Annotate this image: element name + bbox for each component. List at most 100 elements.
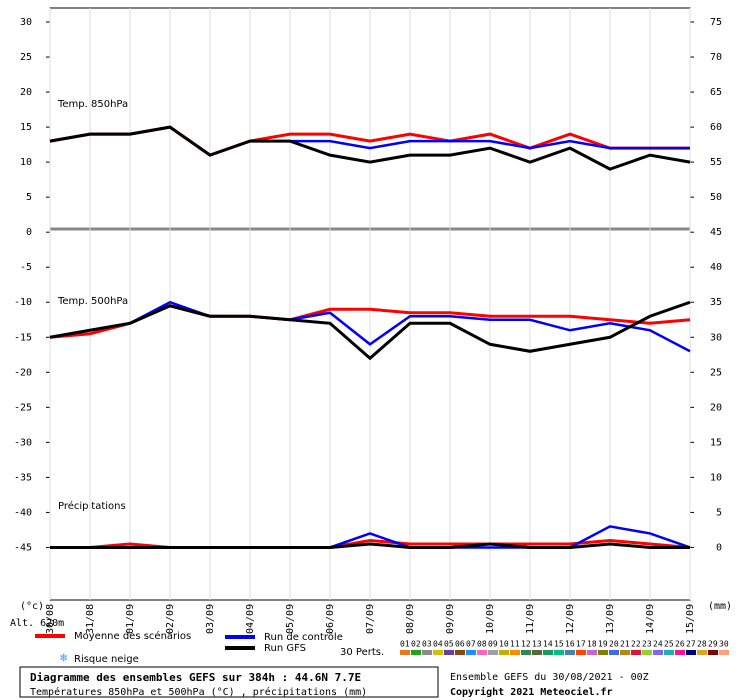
x-tick-label: 09/09 [445, 604, 456, 634]
y-tick-label: -25 [14, 402, 32, 413]
y2-tick-label: 75 [710, 17, 722, 28]
pert-label: 17 [576, 640, 586, 649]
legend-label: Moyenne des scénarios [74, 630, 191, 642]
pert-label: 05 [444, 640, 454, 649]
pert-swatch [642, 650, 652, 655]
y2-tick-label: 60 [710, 122, 722, 133]
pert-swatch [620, 650, 630, 655]
y-tick-label: -35 [14, 472, 32, 483]
y-tick-label: 25 [20, 52, 32, 63]
series-line [49, 300, 691, 361]
pert-swatch [554, 650, 564, 655]
pert-label: 19 [598, 640, 608, 649]
y-tick-label: -45 [14, 542, 32, 553]
pert-swatch [653, 650, 663, 655]
pert-label: 21 [620, 640, 630, 649]
panel-label: Précipitations [58, 500, 126, 512]
pert-swatch [598, 650, 608, 655]
pert-swatch [488, 650, 498, 655]
series-line [49, 125, 691, 171]
y-tick-label: -20 [14, 367, 32, 378]
footer-subtitle: Températures 850hPa et 500hPa (°C) , pré… [30, 686, 367, 698]
x-tick-label: 07/09 [365, 604, 376, 634]
pert-swatch [411, 650, 421, 655]
y-tick-label: -30 [14, 437, 32, 448]
pert-label: 22 [631, 640, 641, 649]
pert-swatch [444, 650, 454, 655]
pert-label: 08 [477, 640, 487, 649]
pert-swatch [466, 650, 476, 655]
y-tick-label: -40 [14, 507, 32, 518]
y2-tick-label: 70 [710, 52, 722, 63]
pert-label: 16 [565, 640, 575, 649]
pert-label: 09 [488, 640, 498, 649]
pert-label: 20 [609, 640, 619, 649]
x-tick-label: 30/08 [45, 604, 56, 634]
x-tick-label: 03/09 [205, 604, 216, 634]
legend-label: 30 Perts. [340, 647, 384, 658]
x-tick-label: 11/09 [525, 604, 536, 634]
y-tick-label: 15 [20, 122, 32, 133]
pert-label: 01 [400, 640, 410, 649]
pert-swatch [664, 650, 674, 655]
pert-label: 11 [510, 640, 520, 649]
pert-swatch [499, 650, 509, 655]
series-line [49, 300, 691, 353]
y-tick-label: 10 [20, 157, 32, 168]
altitude: Alt. 620m [10, 618, 64, 629]
footer-box [19, 666, 439, 698]
pert-swatch [576, 650, 586, 655]
pert-swatch [675, 650, 685, 655]
y2-tick-label: 10 [710, 472, 722, 483]
x-tick-label: 15/09 [685, 604, 696, 634]
x-tick-label: 12/09 [565, 604, 576, 634]
pert-swatch [631, 650, 641, 655]
pert-swatch [433, 650, 443, 655]
x-tick-label: 04/09 [245, 604, 256, 634]
pert-label: 12 [521, 640, 531, 649]
y2-tick-label: 35 [710, 297, 722, 308]
pert-label: 15 [554, 640, 564, 649]
pert-label: 03 [422, 640, 432, 649]
y2-tick-label: 15 [710, 437, 722, 448]
y-tick-label: 20 [20, 87, 32, 98]
panel-label: Temp. 850hPa [57, 99, 128, 110]
y2-tick-label: 45 [710, 227, 722, 238]
y2-tick-label: 5 [716, 507, 722, 518]
pert-label: 26 [675, 640, 685, 649]
x-tick-label: 02/09 [165, 604, 176, 634]
x-tick-label: 13/09 [605, 604, 616, 634]
footer-copyright: Copyright 2021 Meteociel.fr [450, 686, 613, 698]
y2-tick-label: 65 [710, 87, 722, 98]
pert-swatch [422, 650, 432, 655]
x-tick-label: 05/09 [285, 604, 296, 634]
pert-swatch [400, 650, 410, 655]
y2-tick-label: 25 [710, 367, 722, 378]
x-tick-label: 14/09 [645, 604, 656, 634]
y-tick-label: -15 [14, 332, 32, 343]
pert-swatch [686, 650, 696, 655]
pert-swatch [565, 650, 575, 655]
axis-unit: (°c) [20, 601, 44, 612]
pert-label: 28 [697, 640, 707, 649]
pert-label: 10 [499, 640, 509, 649]
pert-swatch [532, 650, 542, 655]
x-tick-label: 10/09 [485, 604, 496, 634]
pert-label: 27 [686, 640, 696, 649]
pert-swatch [477, 650, 487, 655]
pert-label: 13 [532, 640, 542, 649]
pert-label: 24 [653, 640, 663, 649]
pert-swatch [719, 650, 729, 655]
y-tick-label: -5 [20, 262, 32, 273]
pert-label: 14 [543, 640, 553, 649]
pert-label: 30 [719, 640, 729, 649]
footer-title: Diagramme des ensembles GEFS sur 384h : … [30, 671, 361, 684]
y-tick-label: 30 [20, 17, 32, 28]
pert-label: 04 [433, 640, 443, 649]
axis-unit: (mm) [708, 601, 732, 612]
pert-label: 02 [411, 640, 421, 649]
pert-swatch [510, 650, 520, 655]
x-tick-label: 06/09 [325, 604, 336, 634]
series-line [50, 542, 690, 549]
y2-tick-label: 30 [710, 332, 722, 343]
